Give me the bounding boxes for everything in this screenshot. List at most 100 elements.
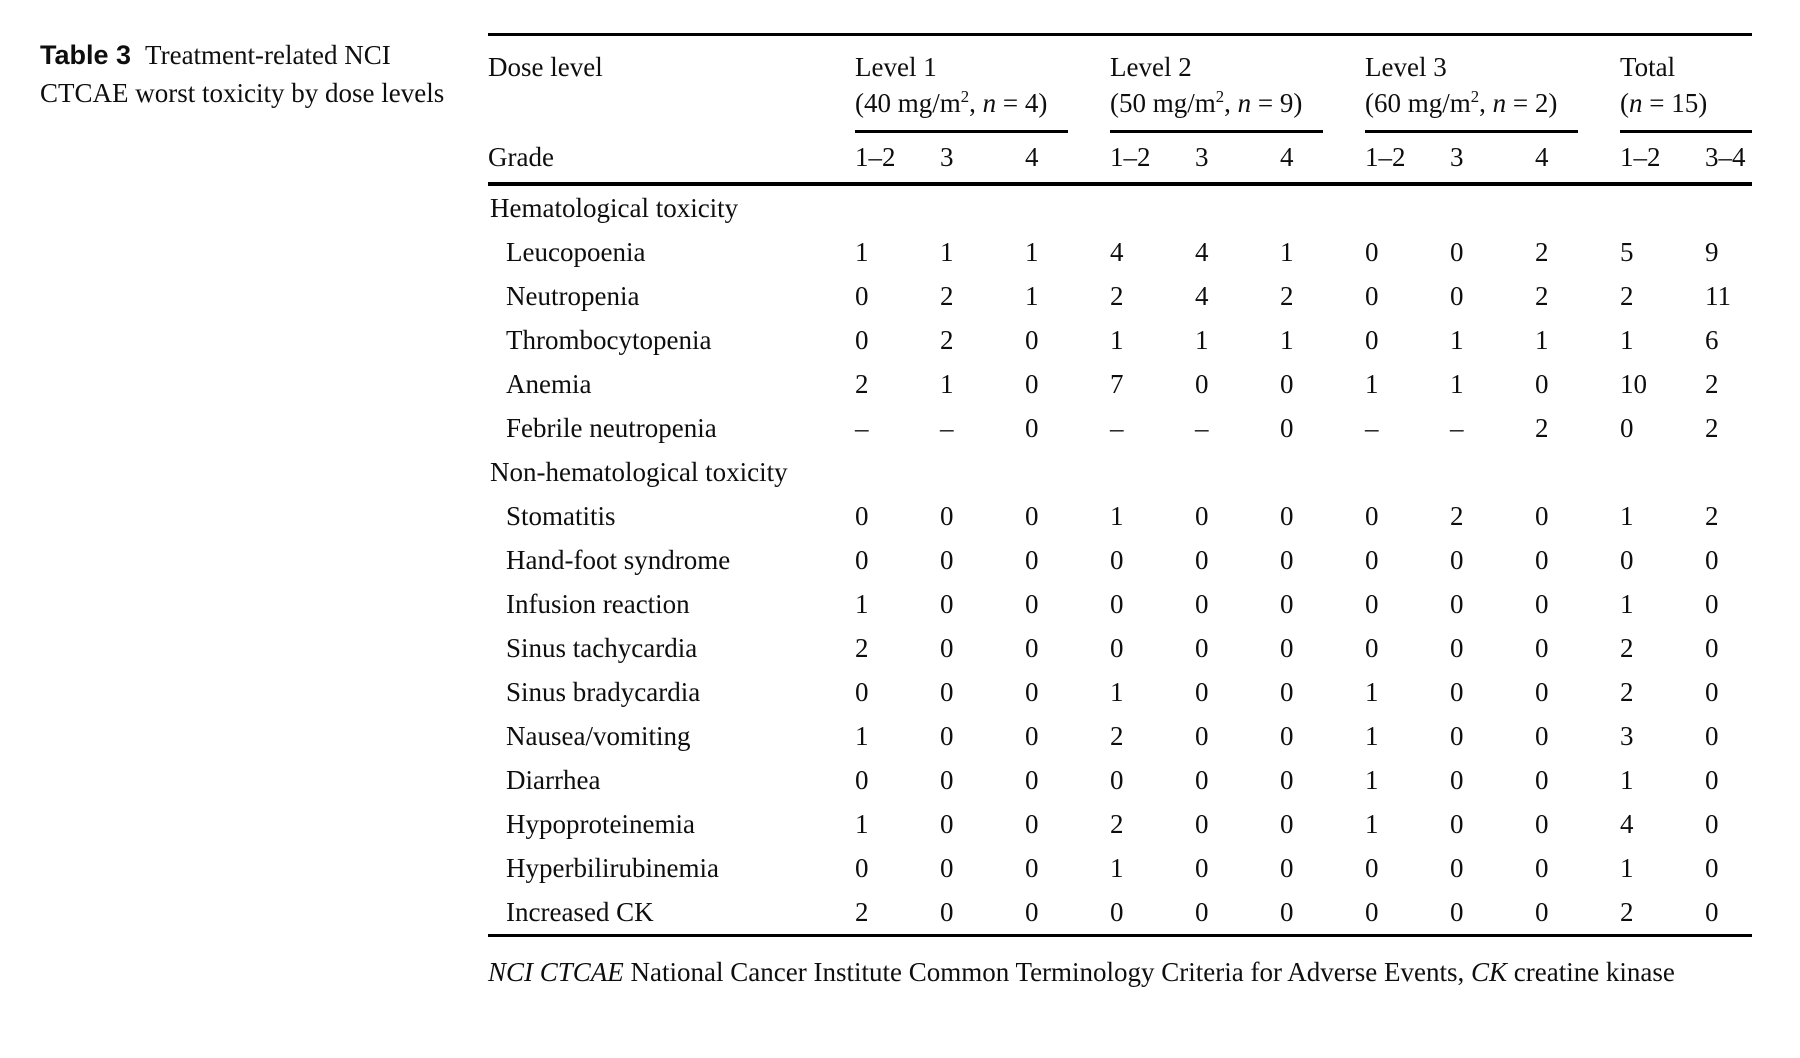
cell-value: 0: [1365, 500, 1379, 531]
cell-value: 0: [1110, 764, 1124, 795]
cell-value: 0: [1110, 588, 1124, 619]
cell-value: 0: [1280, 808, 1294, 839]
group-name-level3: Level 3: [1365, 52, 1447, 82]
n-value: = 4): [996, 88, 1048, 118]
cell-value: 1: [940, 368, 954, 399]
cell-value: 0: [1025, 588, 1039, 619]
cell-value: 4: [1195, 280, 1209, 311]
cell-value: 2: [1620, 896, 1634, 927]
cell-value: 0: [940, 500, 954, 531]
table-row: Increased CK 2 0 0 0 0 0 0 0 0 2 0: [488, 890, 1752, 936]
group-box-total: Total (n = 15): [1620, 36, 1753, 133]
cell-value: 1: [1110, 324, 1124, 355]
cell-value: 0: [1025, 764, 1039, 795]
cell-value: 1: [940, 236, 954, 267]
n-value: = 2): [1506, 88, 1558, 118]
cell-value: 0: [1705, 808, 1719, 839]
cell-value: 2: [1620, 676, 1634, 707]
grade-col-header: 4: [1535, 133, 1621, 186]
cell-value: 0: [1535, 720, 1549, 751]
cell-value: 0: [1365, 280, 1379, 311]
toxicity-table: Dose level Level 1 (40 mg/m2, n = 4) Lev…: [488, 33, 1753, 937]
grade-col-header: 1–2: [855, 133, 940, 186]
table-footnote: NCI CTCAE National Cancer Institute Comm…: [488, 952, 1782, 993]
cell-value: 0: [855, 324, 869, 355]
dose-level-label: Dose level: [488, 52, 603, 82]
cell-value: 1: [1110, 500, 1124, 531]
cell-value: 0: [1025, 896, 1039, 927]
cell-value: 0: [1280, 896, 1294, 927]
grade-col-header: 3: [1195, 133, 1281, 186]
row-label: Thrombocytopenia: [506, 324, 712, 355]
dose-text: (40 mg/m: [855, 88, 961, 118]
cell-value: 1: [1110, 676, 1124, 707]
cell-value: 1: [1365, 720, 1379, 751]
cell-value: 0: [1025, 676, 1039, 707]
cell-value: 0: [855, 764, 869, 795]
row-label: Febrile neutropenia: [506, 412, 717, 443]
cell-value: 1: [1450, 368, 1464, 399]
cell-value: 2: [1535, 412, 1549, 443]
cell-value: 0: [1535, 852, 1549, 883]
cell-value: 2: [1280, 280, 1294, 311]
cell-value: 0: [1450, 896, 1464, 927]
table-row: Nausea/vomiting 1 0 0 2 0 0 1 0 0 3 0: [488, 714, 1752, 758]
group-dose-level3: (60 mg/m2, n = 2): [1365, 85, 1578, 121]
cell-value: 0: [855, 500, 869, 531]
cell-value: 0: [1195, 720, 1209, 751]
cell-value: 0: [1705, 896, 1719, 927]
n-italic: n: [1237, 88, 1252, 118]
cell-value: 0: [1025, 412, 1039, 443]
table-row: Diarrhea 0 0 0 0 0 0 1 0 0 1 0: [488, 758, 1752, 802]
cell-value: 0: [1280, 368, 1294, 399]
cell-value: 0: [1450, 632, 1464, 663]
cell-value: 0: [1195, 588, 1209, 619]
group-name-total: Total: [1620, 52, 1676, 82]
cell-value: 0: [1450, 544, 1464, 575]
cell-value: 0: [940, 764, 954, 795]
cell-value: 7: [1110, 368, 1124, 399]
cell-value: 0: [1535, 808, 1549, 839]
cell-value: 1: [1365, 676, 1379, 707]
cell-value: 0: [1535, 632, 1549, 663]
cell-value: 0: [1535, 676, 1549, 707]
n-value: = 15): [1642, 88, 1708, 118]
cell-value: 0: [1280, 764, 1294, 795]
cell-value: 0: [1705, 852, 1719, 883]
group-box-level1: Level 1 (40 mg/m2, n = 4): [855, 36, 1069, 133]
n-italic: n: [1629, 88, 1643, 118]
group-header-total: Total (n = 15): [1620, 35, 1753, 133]
cell-value: 0: [1365, 324, 1379, 355]
cell-value: 0: [1365, 236, 1379, 267]
grade-col-header: 4: [1280, 133, 1366, 186]
cell-value: 0: [1280, 676, 1294, 707]
cell-value: 1: [1535, 324, 1549, 355]
cell-value: 4: [1110, 236, 1124, 267]
table-caption: Table 3 Treatment-related NCI CTCAE worst…: [40, 36, 452, 112]
cell-value: 0: [1195, 764, 1209, 795]
cell-value: 1: [1620, 764, 1634, 795]
table-row: Sinus bradycardia 0 0 0 1 0 0 1 0 0 2 0: [488, 670, 1752, 714]
table-row: Thrombocytopenia 0 2 0 1 1 1 0 1 1 1 6: [488, 318, 1752, 362]
cell-value: 1: [855, 236, 869, 267]
section-header-row: Non-hematological toxicity: [488, 450, 1752, 494]
cell-value: 1: [1620, 324, 1634, 355]
dose-level-header: Dose level: [488, 35, 855, 134]
cell-value: 0: [1195, 500, 1209, 531]
row-label: Leucopoenia: [506, 236, 646, 267]
cell-value: 0: [1535, 500, 1549, 531]
cell-value: 0: [1280, 500, 1294, 531]
table-row: Febrile neutropenia – – 0 – – 0 – – 2 0 2: [488, 406, 1752, 450]
cell-value: 2: [1620, 280, 1634, 311]
cell-value: 0: [1620, 544, 1634, 575]
cell-value: 0: [1195, 896, 1209, 927]
cell-value: 0: [855, 852, 869, 883]
cell-value: 0: [1195, 632, 1209, 663]
cell-value: 0: [1450, 676, 1464, 707]
grade-col-header: 1–2: [1620, 133, 1706, 186]
cell-value: 1: [1620, 852, 1634, 883]
cell-value: 0: [1195, 368, 1209, 399]
cell-value: 1: [1280, 236, 1294, 267]
cell-value: 0: [940, 632, 954, 663]
table-row: Neutropenia 0 2 1 2 4 2 0 0 2 2 11: [488, 274, 1752, 318]
